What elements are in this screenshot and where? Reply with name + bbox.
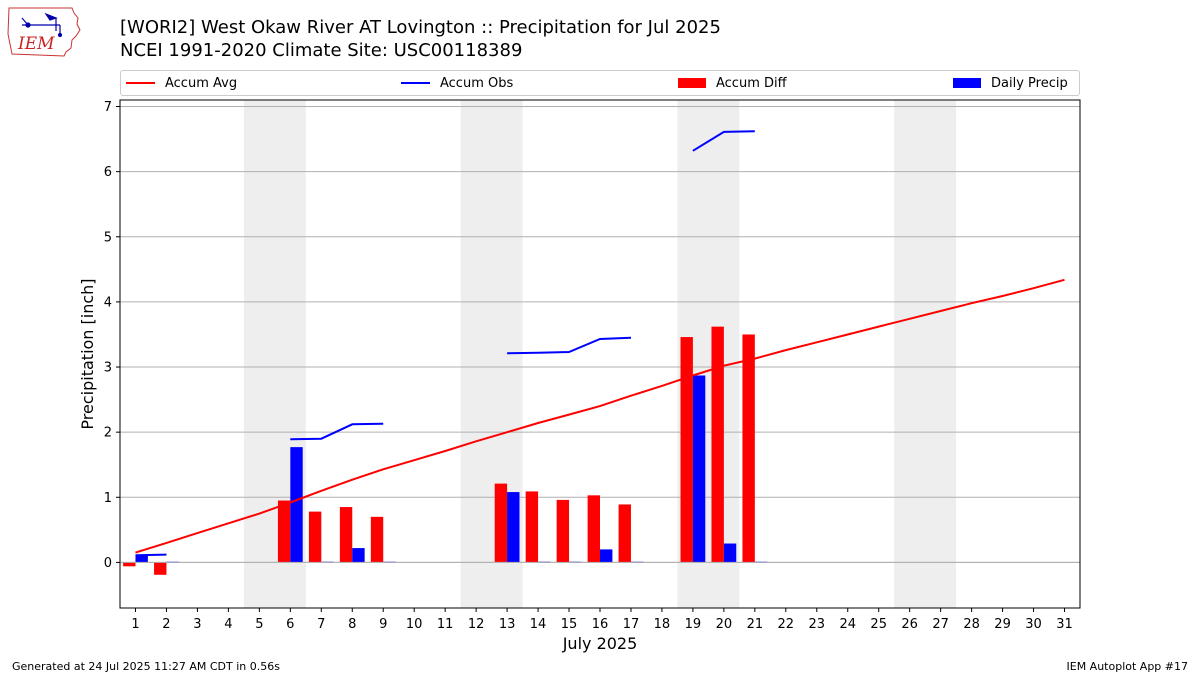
x-tick-label-25: 25 <box>870 617 887 632</box>
daily-precip-bar-day-19 <box>692 375 706 563</box>
x-tick-label-12: 12 <box>468 617 485 632</box>
x-tick-label-24: 24 <box>839 617 856 632</box>
y-axis-label: Precipitation [inch] <box>78 278 97 429</box>
legend-label-accum-avg: Accum Avg <box>165 75 238 91</box>
x-tick-label-5: 5 <box>255 617 263 632</box>
daily-precip-bar-day-8 <box>352 548 365 563</box>
diff-bar-day-14 <box>525 491 539 563</box>
chart-legend: Accum Avg Accum Obs Accum Diff Daily Pre… <box>120 70 1080 96</box>
x-tick-label-20: 20 <box>716 617 733 632</box>
x-tick-label-8: 8 <box>348 617 356 632</box>
x-tick-label-14: 14 <box>530 617 547 632</box>
y-tick-label-6: 6 <box>104 165 112 180</box>
legend-label-accum-diff: Accum Diff <box>716 75 787 91</box>
x-tick-label-15: 15 <box>561 617 578 632</box>
x-tick-label-11: 11 <box>437 617 454 632</box>
chart-subtitle: NCEI 1991-2020 Climate Site: USC00118389 <box>120 40 523 61</box>
y-tick-label-2: 2 <box>104 426 112 441</box>
diff-bar-day-7 <box>308 511 322 563</box>
x-tick-label-7: 7 <box>317 617 325 632</box>
iem-logo-text: IEM <box>17 34 55 54</box>
accum-obs-line-segment-1 <box>135 553 167 557</box>
x-tick-label-9: 9 <box>379 617 387 632</box>
diff-bar-day-15 <box>556 499 570 563</box>
weekend-shade-4 <box>894 100 957 608</box>
x-tick-label-2: 2 <box>162 617 170 632</box>
legend-item-daily-precip: Daily Precip <box>953 71 1068 95</box>
x-tick-label-23: 23 <box>809 617 826 632</box>
diff-bar-day-16 <box>587 495 600 563</box>
legend-item-accum-avg: Accum Avg <box>126 71 237 95</box>
diff-bar-day-8 <box>339 507 353 563</box>
y-tick-label-3: 3 <box>104 361 112 376</box>
diff-bar-day-1 <box>123 562 136 567</box>
legend-swatch-daily-precip <box>953 78 981 88</box>
app-credit: IEM Autoplot App #17 <box>1066 660 1189 673</box>
legend-swatch-accum-diff <box>678 78 706 88</box>
generated-timestamp: Generated at 24 Jul 2025 11:27 AM CDT in… <box>12 660 280 673</box>
daily-precip-bar-day-6 <box>290 447 303 563</box>
daily-precip-bar-day-16 <box>600 549 613 563</box>
accum-obs-line-segment-4 <box>692 130 755 152</box>
weather-station-icon <box>21 12 63 38</box>
x-tick-label-4: 4 <box>224 617 232 632</box>
x-tick-label-22: 22 <box>778 617 795 632</box>
diff-bar-day-6 <box>277 500 291 563</box>
x-tick-label-27: 27 <box>932 617 949 632</box>
diff-bar-day-19 <box>680 337 693 563</box>
y-tick-label-0: 0 <box>104 556 112 571</box>
legend-swatch-accum-obs <box>401 82 430 84</box>
x-tick-label-1: 1 <box>131 617 139 632</box>
legend-swatch-accum-avg <box>126 82 155 84</box>
diff-bar-day-20 <box>711 326 724 563</box>
x-axis-label: July 2025 <box>562 634 638 653</box>
chart-title: [WORI2] West Okaw River AT Lovington :: … <box>120 17 721 38</box>
x-tick-label-21: 21 <box>747 617 764 632</box>
y-tick-label-1: 1 <box>104 491 112 506</box>
accum-obs-line-segment-3 <box>507 336 632 355</box>
x-tick-label-19: 19 <box>685 617 702 632</box>
x-tick-label-6: 6 <box>286 617 294 632</box>
accum-avg-line-segment-1 <box>135 278 1065 554</box>
daily-precip-bar-day-1 <box>135 555 148 563</box>
x-tick-label-29: 29 <box>994 617 1011 632</box>
x-tick-label-18: 18 <box>654 617 671 632</box>
legend-label-accum-obs: Accum Obs <box>440 75 514 91</box>
iem-logo: IEM <box>7 7 81 57</box>
x-tick-label-31: 31 <box>1056 617 1073 632</box>
legend-item-accum-obs: Accum Obs <box>401 71 513 95</box>
legend-item-accum-diff: Accum Diff <box>678 71 787 95</box>
x-tick-label-17: 17 <box>623 617 640 632</box>
x-tick-label-26: 26 <box>901 617 918 632</box>
y-tick-label-5: 5 <box>104 230 112 245</box>
x-tick-label-16: 16 <box>592 617 609 632</box>
daily-precip-bar-day-13 <box>507 492 520 563</box>
x-tick-label-10: 10 <box>406 617 423 632</box>
daily-precip-bar-day-20 <box>723 543 737 563</box>
x-tick-label-13: 13 <box>499 617 516 632</box>
iowa-state-outline-icon <box>7 7 81 57</box>
x-tick-label-30: 30 <box>1025 617 1042 632</box>
y-tick-label-7: 7 <box>104 100 112 115</box>
diff-bar-day-17 <box>618 504 631 563</box>
x-tick-label-28: 28 <box>963 617 980 632</box>
accum-obs-line-segment-2 <box>290 422 384 441</box>
diff-bar-day-9 <box>370 516 384 563</box>
legend-label-daily-precip: Daily Precip <box>991 75 1068 91</box>
diff-bar-day-13 <box>494 483 508 563</box>
y-tick-label-4: 4 <box>104 295 112 310</box>
x-tick-label-3: 3 <box>193 617 201 632</box>
diff-bar-day-2 <box>154 562 167 575</box>
diff-bar-day-21 <box>742 334 755 563</box>
